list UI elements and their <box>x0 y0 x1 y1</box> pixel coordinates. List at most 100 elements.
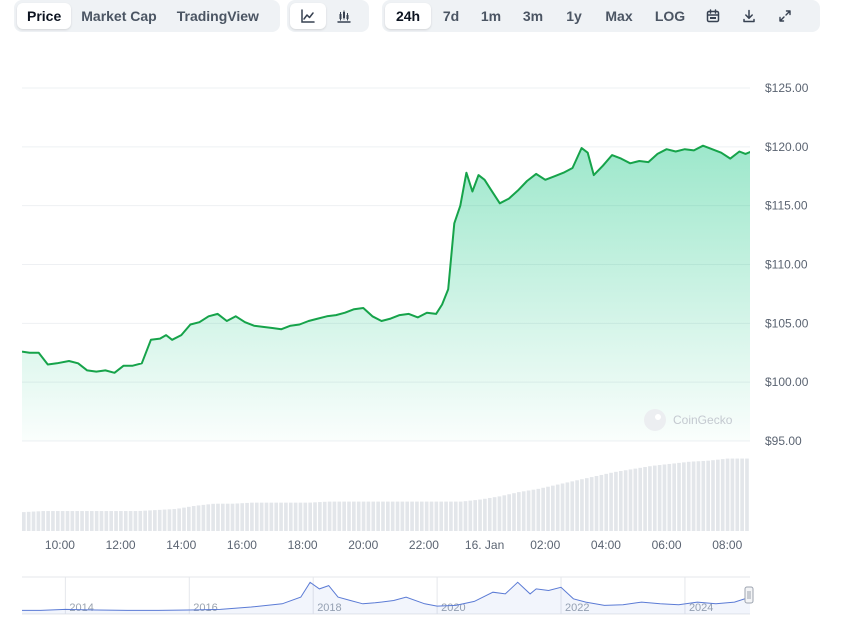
volume-bar <box>711 460 715 531</box>
volume-bar <box>201 504 206 531</box>
volume-bar <box>89 511 94 531</box>
volume-bar <box>133 511 138 531</box>
x-tick-label: 08:00 <box>712 538 742 552</box>
range-1y[interactable]: 1y <box>566 8 582 24</box>
volume-bar <box>26 511 31 531</box>
volume-bar <box>143 510 147 531</box>
volume-bar <box>667 463 672 531</box>
volume-bar <box>526 490 531 531</box>
volume-bar <box>716 459 720 531</box>
volume-bar <box>575 480 579 531</box>
volume-bar <box>541 487 545 531</box>
volume-bar <box>497 496 502 531</box>
tab-tradingview[interactable]: TradingView <box>176 8 259 24</box>
range-max[interactable]: Max <box>605 8 633 24</box>
range-24h[interactable]: 24h <box>385 3 431 29</box>
volume-bar <box>41 511 46 531</box>
volume-bar <box>405 501 410 531</box>
volume-bar <box>463 501 468 531</box>
volume-bar <box>507 494 511 531</box>
volume-bar <box>609 472 613 531</box>
navigator-year-label: 2022 <box>565 602 589 614</box>
volume-bars <box>22 458 749 531</box>
volume-bar <box>730 458 735 531</box>
volume-bar <box>492 497 497 531</box>
volume-bar <box>483 498 487 531</box>
volume-bar <box>356 501 361 531</box>
volume-bar <box>502 495 507 531</box>
navigator-handle[interactable] <box>744 586 754 604</box>
line-chart-button[interactable] <box>290 3 326 29</box>
coingecko-logo-icon <box>644 409 666 431</box>
range-1m[interactable]: 1m <box>480 8 502 24</box>
volume-bar <box>376 501 380 531</box>
volume-bar <box>220 503 225 531</box>
volume-bar <box>429 501 434 531</box>
volume-bar <box>390 501 395 531</box>
volume-bar <box>167 509 172 531</box>
y-tick-label: $125.00 <box>765 81 809 95</box>
volume-bar <box>254 502 259 531</box>
range-7d[interactable]: 7d <box>442 8 460 24</box>
volume-bar <box>696 461 701 531</box>
volume-bar <box>740 458 744 531</box>
price-area-fill <box>22 145 750 441</box>
volume-bar <box>395 501 400 531</box>
volume-bar <box>560 483 565 531</box>
volume-bar <box>36 511 41 531</box>
volume-bar <box>177 508 181 531</box>
volume-bar <box>182 507 186 531</box>
volume-bar <box>332 501 337 531</box>
volume-bar <box>555 484 560 531</box>
volume-bar <box>196 505 201 531</box>
volume-bar <box>128 511 133 531</box>
volume-bar <box>657 465 662 531</box>
volume-bar <box>99 511 104 531</box>
calendar-button[interactable] <box>695 3 731 29</box>
volume-bar <box>745 458 749 531</box>
volume-bar <box>599 474 604 531</box>
volume-bar <box>614 471 618 531</box>
volume-bar <box>22 512 26 531</box>
volume-bar <box>269 502 274 531</box>
log-scale-toggle[interactable]: LOG <box>654 8 686 24</box>
x-tick-label: 20:00 <box>348 538 378 552</box>
volume-bar <box>80 511 84 531</box>
chart-type-group <box>287 0 369 32</box>
volume-bar <box>584 478 589 531</box>
volume-bar <box>279 502 283 531</box>
volume-bar <box>400 501 405 531</box>
volume-bar <box>313 502 317 531</box>
volume-bar <box>594 476 599 531</box>
volume-bar <box>623 470 628 531</box>
volume-bar <box>46 511 50 531</box>
candlestick-button[interactable] <box>326 3 362 29</box>
metric-tab-group: Price Market Cap TradingView <box>14 0 280 32</box>
x-tick-label: 02:00 <box>530 538 560 552</box>
volume-bar <box>366 501 371 531</box>
range-navigator[interactable]: 2014 2016 2018 2020 2022 2024 <box>22 576 754 615</box>
range-group: 24h 7d 1m 3m 1y Max LOG <box>382 0 820 32</box>
tab-market-cap[interactable]: Market Cap <box>81 8 157 24</box>
volume-bar <box>424 501 429 531</box>
volume-bar <box>604 473 609 531</box>
volume-bar <box>342 501 346 531</box>
volume-bar <box>109 511 114 531</box>
volume-bar <box>473 500 478 531</box>
volume-bar <box>216 503 220 531</box>
y-tick-label: $95.00 <box>765 434 802 448</box>
volume-bar <box>85 511 89 531</box>
volume-bar <box>478 499 482 531</box>
tab-price[interactable]: Price <box>17 3 72 29</box>
volume-bar <box>410 501 414 531</box>
volume-bar <box>652 465 657 531</box>
download-button[interactable] <box>731 3 767 29</box>
volume-bar <box>536 488 541 531</box>
range-3m[interactable]: 3m <box>522 8 544 24</box>
volume-bar <box>701 460 706 531</box>
candlestick-icon <box>337 10 351 23</box>
expand-button[interactable] <box>767 3 803 29</box>
x-tick-label: 16. Jan <box>465 538 504 552</box>
navigator-year-label: 2024 <box>689 602 713 614</box>
volume-bar <box>264 502 269 531</box>
